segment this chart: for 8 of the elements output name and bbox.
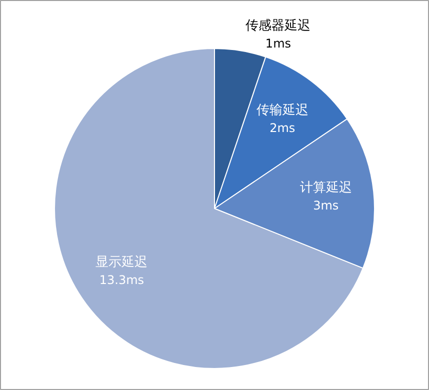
data-label: 1ms <box>265 36 292 51</box>
data-label: 13.3ms <box>99 272 144 287</box>
slice-label: 传感器延迟 <box>246 18 311 34</box>
slice-label: 传输延迟 <box>256 103 308 118</box>
data-label: 2ms <box>270 121 296 136</box>
slice-label: 显示延迟 <box>96 254 148 270</box>
slice-label: 计算延迟 <box>300 180 352 196</box>
data-label: 3ms <box>313 198 339 212</box>
